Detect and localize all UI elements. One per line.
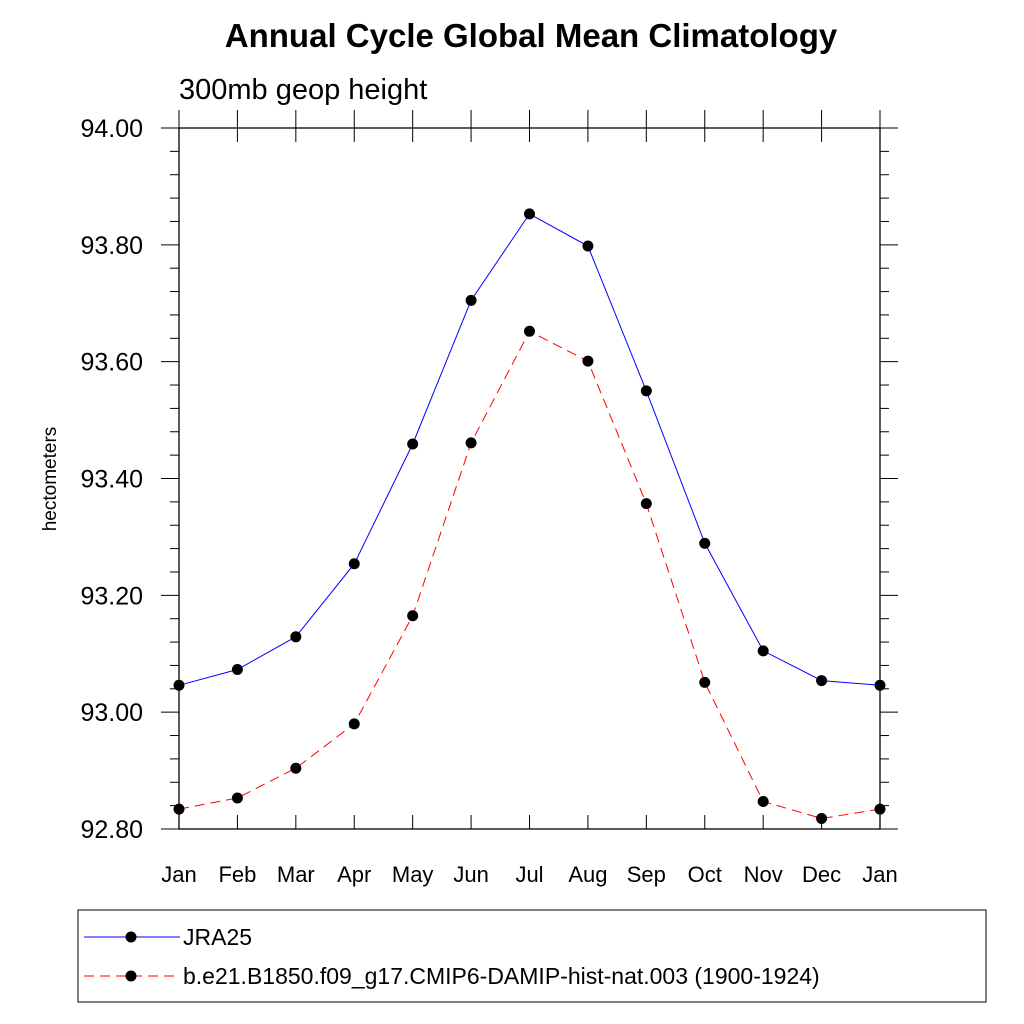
x-tick-label: Mar <box>277 862 315 887</box>
data-point <box>290 631 302 643</box>
data-point <box>231 792 243 804</box>
series-1 <box>173 208 886 691</box>
legend-entry-2: b.e21.B1850.f09_g17.CMIP6-DAMIP-hist-nat… <box>84 963 820 989</box>
y-axis-label: hectometers <box>40 427 61 532</box>
x-tick-labels: Jan Feb Mar Apr May Jun Jul Aug Sep Oct Nov Dec Jan <box>161 862 897 887</box>
series-layer <box>173 208 886 824</box>
x-tick-label: Sep <box>627 862 666 887</box>
data-point <box>640 385 652 397</box>
legend: JRA25 b.e21.B1850.f09_g17.CMIP6-DAMIP-his… <box>77 909 987 1003</box>
data-point <box>465 294 477 306</box>
y-tick-label: 92.80 <box>80 816 143 844</box>
x-tick-label: Apr <box>337 862 371 887</box>
data-point <box>231 664 243 676</box>
x-tick-label: Jun <box>453 862 488 887</box>
x-tick-label: Jan <box>161 862 196 887</box>
series-line <box>178 330 881 820</box>
chart-title: Annual Cycle Global Mean Climatology <box>225 17 838 54</box>
legend-entry-1: JRA25 <box>84 924 252 950</box>
x-tick-label: Jul <box>515 862 543 887</box>
y-tick-label: 93.80 <box>80 232 143 260</box>
x-tick-label: Jan <box>862 862 897 887</box>
legend-label: b.e21.B1850.f09_g17.CMIP6-DAMIP-hist-nat… <box>183 963 820 989</box>
y-tick-label: 93.40 <box>80 466 143 494</box>
plot-frame <box>178 127 881 830</box>
data-point <box>582 240 594 252</box>
x-tick-label: Nov <box>744 862 783 887</box>
data-point <box>524 325 535 337</box>
legend-marker <box>125 970 137 982</box>
legend-marker <box>125 931 137 943</box>
series-line <box>178 213 881 686</box>
y-tick-label: 93.20 <box>80 582 143 610</box>
data-point <box>290 762 302 774</box>
data-point <box>348 558 360 570</box>
legend-box <box>77 909 987 1003</box>
data-point <box>757 796 769 808</box>
x-tick-label: Aug <box>568 862 607 887</box>
data-point <box>582 355 594 367</box>
data-point <box>407 438 419 450</box>
data-point <box>407 610 419 622</box>
tick-marks <box>161 110 898 830</box>
chart-subtitle: 300mb geop height <box>179 74 427 106</box>
data-point <box>816 675 828 687</box>
x-tick-label: Oct <box>688 862 722 887</box>
data-point <box>699 537 711 549</box>
data-point <box>816 812 828 824</box>
x-tick-label: May <box>392 862 434 887</box>
y-tick-label: 94.00 <box>80 115 143 143</box>
data-point <box>757 645 769 657</box>
x-tick-label: Dec <box>802 862 841 887</box>
series-2 <box>173 325 886 824</box>
data-point <box>640 498 652 510</box>
y-tick-label: 93.60 <box>80 349 143 377</box>
data-point <box>465 437 477 449</box>
y-tick-labels: 94.00 93.80 93.60 93.40 93.20 93.00 92.80 <box>80 115 143 844</box>
x-tick-label: Feb <box>218 862 256 887</box>
data-point <box>348 718 360 730</box>
data-point <box>524 208 535 220</box>
data-point <box>699 676 711 688</box>
y-tick-label: 93.00 <box>80 699 143 727</box>
legend-label: JRA25 <box>183 924 252 950</box>
